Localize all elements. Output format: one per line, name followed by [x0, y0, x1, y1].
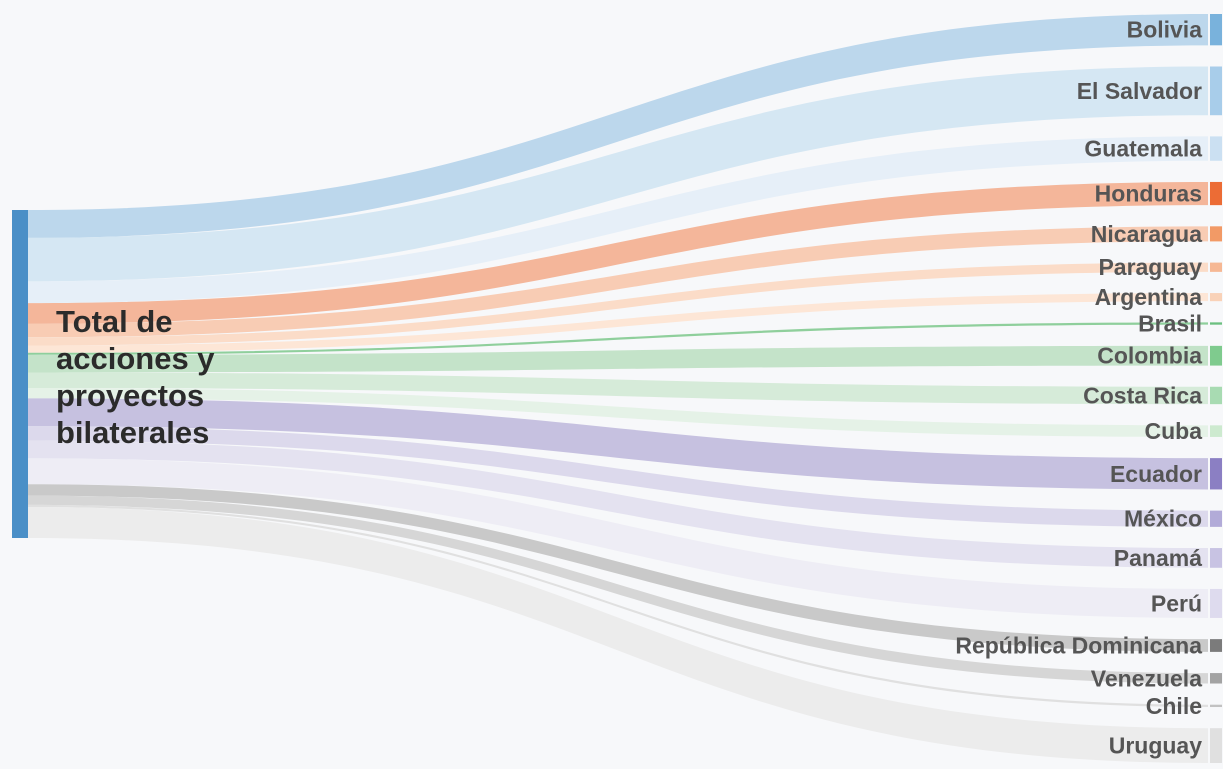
target-label: Cuba	[1145, 418, 1203, 444]
target-label: Colombia	[1097, 343, 1202, 369]
target-label: Bolivia	[1127, 17, 1203, 43]
flow-nicaragua	[28, 226, 1208, 338]
target-label: Chile	[1146, 693, 1202, 719]
flow-argentina	[28, 293, 1208, 353]
target-node-per-	[1210, 588, 1222, 618]
flow-paraguay	[28, 262, 1208, 346]
target-node-honduras	[1210, 181, 1222, 206]
target-label: Brasil	[1138, 311, 1202, 337]
target-label: El Salvador	[1077, 78, 1202, 104]
target-node-bolivia	[1210, 14, 1222, 46]
target-label: Perú	[1151, 590, 1202, 616]
flow-ecuador	[28, 398, 1208, 490]
target-label: Guatemala	[1084, 136, 1202, 162]
target-node-chile	[1210, 704, 1222, 708]
target-label: Panamá	[1114, 545, 1202, 571]
target-label: Honduras	[1095, 181, 1202, 207]
flow-m-xico	[28, 426, 1208, 527]
flow-chile	[28, 504, 1208, 708]
target-node-el-salvador	[1210, 66, 1222, 116]
flow-cuba	[28, 387, 1208, 437]
target-label: República Dominicana	[955, 633, 1202, 659]
flow-brasil	[28, 322, 1208, 355]
flow-colombia	[28, 345, 1208, 373]
source-node-label: Total de acciones y proyectos bilaterale…	[56, 304, 215, 450]
target-node-panam-	[1210, 548, 1222, 568]
target-label: México	[1124, 506, 1202, 532]
target-node-argentina	[1210, 293, 1222, 302]
flow-el-salvador	[28, 66, 1208, 282]
target-label: Uruguay	[1109, 733, 1203, 759]
target-node-venezuela	[1210, 673, 1222, 684]
source-node	[12, 210, 28, 538]
target-label: Paraguay	[1098, 254, 1202, 280]
flow-uruguay	[28, 506, 1208, 763]
target-label: Ecuador	[1110, 461, 1202, 487]
target-nodes	[1210, 14, 1222, 763]
flow-guatemala	[28, 136, 1208, 304]
target-node-ecuador	[1210, 458, 1222, 490]
flow-honduras	[28, 181, 1208, 324]
target-node-brasil	[1210, 322, 1222, 325]
target-label: Costa Rica	[1083, 382, 1202, 408]
target-node-nicaragua	[1210, 226, 1222, 242]
target-label: Nicaragua	[1091, 221, 1202, 247]
target-node-cuba	[1210, 425, 1222, 437]
flow-panam-	[28, 440, 1208, 568]
sankey-links	[28, 14, 1208, 763]
target-labels: Bolivia El Salvador Guatemala Honduras Nicar…	[955, 17, 1202, 759]
target-node-rep-blica-dominicana	[1210, 639, 1222, 652]
target-node-colombia	[1210, 345, 1222, 366]
target-node-m-xico	[1210, 510, 1222, 527]
flow-bolivia	[28, 14, 1208, 238]
target-node-paraguay	[1210, 262, 1222, 272]
target-node-costa-rica	[1210, 386, 1222, 405]
flow-rep-blica-dominicana	[28, 484, 1208, 652]
target-label: Argentina	[1095, 284, 1203, 310]
flow-venezuela	[28, 495, 1208, 684]
flow-per-	[28, 458, 1208, 618]
flow-costa-rica	[28, 372, 1208, 405]
target-label: Venezuela	[1091, 665, 1202, 691]
target-node-uruguay	[1210, 728, 1222, 763]
target-node-guatemala	[1210, 136, 1222, 161]
